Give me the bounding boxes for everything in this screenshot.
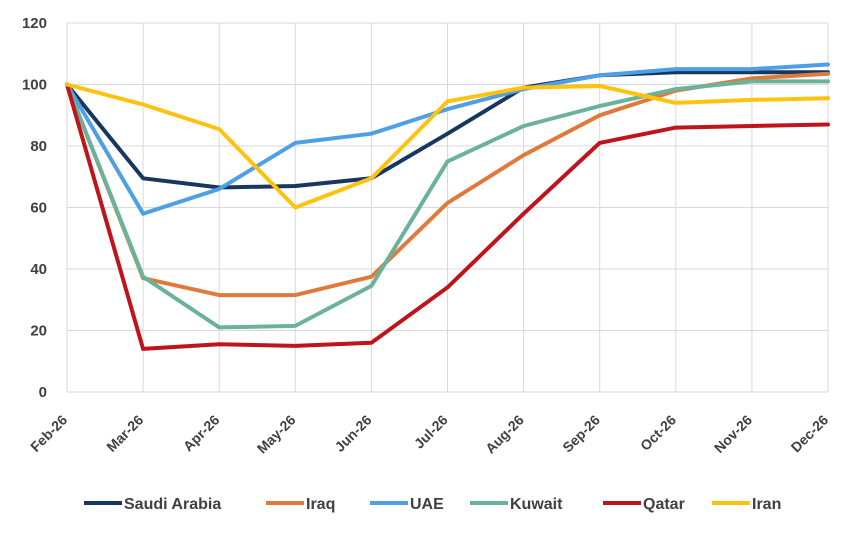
y-tick-label: 80 — [30, 138, 47, 155]
x-tick-label: Sep-26 — [559, 411, 603, 455]
legend: Saudi Arabia Iraq UAE Kuwait Qatar Iran — [84, 496, 781, 513]
legend-item: Qatar — [603, 496, 685, 513]
y-tick-label: 40 — [30, 261, 47, 278]
x-tick-label: May-26 — [254, 411, 299, 456]
x-axis-ticks: Feb-26 Mar-26 Apr-26 May-26 Jun-26 Jul-26 Aug-… — [27, 411, 831, 456]
x-tick-label: Jun-26 — [331, 411, 374, 454]
y-axis-ticks: 0 20 40 60 80 100 120 — [22, 15, 47, 401]
legend-label: Qatar — [643, 496, 685, 513]
x-tick-label: Mar-26 — [103, 411, 146, 454]
y-tick-label: 120 — [22, 15, 47, 32]
x-tick-label: Nov-26 — [711, 411, 755, 455]
x-tick-label: Apr-26 — [180, 411, 223, 454]
legend-label: Iran — [752, 496, 781, 513]
legend-label: UAE — [410, 496, 444, 513]
legend-item: Iraq — [266, 496, 335, 513]
series-lines — [65, 62, 830, 351]
x-tick-label: Aug-26 — [482, 411, 527, 456]
legend-label: Saudi Arabia — [124, 496, 221, 513]
legend-item: Saudi Arabia — [84, 496, 221, 513]
x-tick-label: Jul-26 — [411, 411, 451, 451]
y-tick-label: 60 — [30, 200, 47, 217]
y-tick-label: 0 — [39, 384, 47, 401]
x-tick-label: Oct-26 — [637, 411, 679, 453]
x-tick-label: Dec-26 — [788, 411, 832, 455]
legend-item: Iran — [712, 496, 781, 513]
y-tick-label: 20 — [30, 323, 47, 340]
legend-item: UAE — [370, 496, 444, 513]
y-tick-label: 100 — [22, 77, 47, 94]
legend-label: Iraq — [306, 496, 335, 513]
legend-label: Kuwait — [510, 496, 563, 513]
legend-item: Kuwait — [470, 496, 563, 513]
grid — [66, 22, 829, 393]
x-tick-label: Feb-26 — [27, 411, 70, 454]
